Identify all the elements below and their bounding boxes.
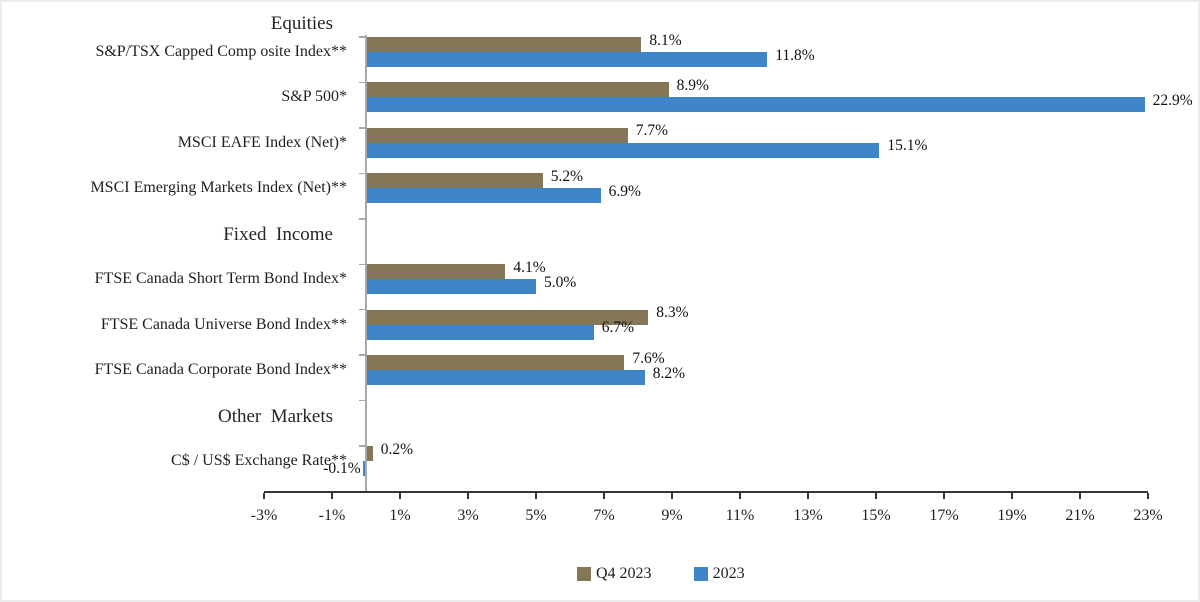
bar-q4-2023 (366, 173, 543, 189)
value-axis-tick (331, 493, 333, 499)
value-axis-tick (1079, 493, 1081, 499)
value-label: 8.3% (656, 304, 689, 322)
section-heading: Fixed Income (223, 223, 333, 245)
value-axis-tick-label: 3% (457, 507, 479, 524)
value-axis-tick-label: 13% (793, 507, 823, 524)
value-axis-tick-label: 1% (389, 507, 411, 524)
category-label: MSCI EAFE Index (Net)* (177, 133, 347, 151)
bar-2023 (366, 52, 768, 67)
value-label: 8.9% (676, 76, 709, 94)
category-axis-tick (358, 399, 365, 402)
value-label: 15.1% (887, 137, 928, 155)
category-label: FTSE Canada Short Term Bond Index* (94, 270, 347, 288)
section-heading: Equities (270, 13, 333, 34)
category-label: S&P 500* (281, 88, 347, 106)
bar-q4-2023 (366, 355, 625, 371)
bar-2023 (366, 279, 536, 295)
bar-q4-2023 (366, 446, 373, 462)
bar-2023 (366, 142, 880, 158)
bar-2023 (366, 370, 645, 386)
category-axis-tick (358, 218, 365, 220)
value-axis-tick-label: -1% (318, 507, 346, 524)
value-axis-tick-label: 17% (929, 507, 959, 524)
value-axis-tick (807, 493, 809, 499)
value-axis-tick-label: 23% (1133, 507, 1163, 524)
value-axis-tick (943, 493, 945, 499)
value-label: 8.1% (649, 31, 682, 49)
legend: Q4 2023 2023 (577, 564, 745, 584)
category-axis-tick (358, 445, 365, 447)
bar-2023 (366, 188, 601, 204)
value-label: 7.6% (632, 349, 665, 367)
value-label: 11.8% (775, 46, 815, 64)
bar-q4-2023 (366, 309, 649, 325)
value-axis-line (264, 491, 1148, 493)
category-axis-tick (358, 36, 365, 38)
value-axis-tick (399, 493, 401, 499)
bar-2023 (366, 97, 1145, 113)
value-label: 5.2% (550, 167, 584, 185)
bar-q4-2023 (366, 127, 628, 143)
value-axis-tick (467, 493, 469, 499)
value-axis-tick (671, 493, 673, 499)
value-axis-tick-label: 19% (997, 507, 1027, 524)
bar-q4-2023 (366, 264, 506, 280)
legend-label: Q4 2023 (596, 565, 652, 582)
value-axis-tick (1147, 493, 1149, 499)
value-axis-tick-label: 9% (661, 507, 683, 524)
bar-q4-2023 (366, 82, 669, 98)
value-label: 6.7% (601, 319, 635, 337)
value-axis-tick (1011, 493, 1013, 499)
legend-swatch-q4-2023 (577, 567, 591, 581)
value-axis-tick (739, 493, 741, 499)
category-axis-tick (358, 263, 365, 265)
bar-2023 (362, 461, 366, 477)
value-axis-tick-label: 5% (525, 507, 547, 524)
value-axis-tick-label: 11% (725, 507, 755, 524)
category-axis-tick (358, 172, 365, 175)
category-axis-tick (358, 81, 365, 84)
category-label: FTSE Canada Universe Bond Index** (100, 315, 347, 333)
legend-swatch-2023 (693, 567, 708, 581)
value-label: 0.2% (380, 440, 414, 458)
value-axis-tick (875, 493, 877, 499)
value-label: -0.1% (323, 459, 361, 477)
category-axis-tick (358, 354, 365, 356)
category-axis-tick (358, 308, 365, 311)
bar-2023 (366, 324, 594, 340)
category-label: MSCI Emerging Markets Index (Net)** (90, 179, 347, 197)
value-label: 7.7% (635, 122, 669, 140)
category-label: S&P/TSX Capped Comp osite Index** (95, 43, 347, 60)
value-axis-tick-label: -3% (250, 507, 278, 524)
value-axis-tick (535, 493, 537, 499)
section-heading: Other Markets (217, 405, 333, 427)
legend-label: 2023 (712, 565, 745, 582)
category-axis-tick (358, 127, 365, 129)
category-axis-line (364, 35, 367, 492)
category-label: C$ / US$ Exchange Rate** (171, 452, 347, 470)
value-axis-tick-label: 21% (1065, 507, 1095, 524)
value-axis-tick-label: 7% (593, 507, 615, 524)
value-axis-tick (603, 493, 605, 499)
value-label: 4.1% (513, 258, 546, 276)
value-label: 5.0% (544, 273, 577, 291)
value-label: 8.2% (652, 364, 686, 382)
value-axis-tick (263, 493, 265, 499)
category-label: FTSE Canada Corporate Bond Index** (94, 361, 347, 379)
bar-q4-2023 (366, 37, 642, 52)
value-axis-tick-label: 15% (861, 507, 891, 524)
value-label: 6.9% (608, 182, 641, 200)
legend-item: 2023 (693, 564, 745, 584)
legend-item: Q4 2023 (577, 564, 652, 584)
value-label: 22.9% (1152, 91, 1193, 109)
